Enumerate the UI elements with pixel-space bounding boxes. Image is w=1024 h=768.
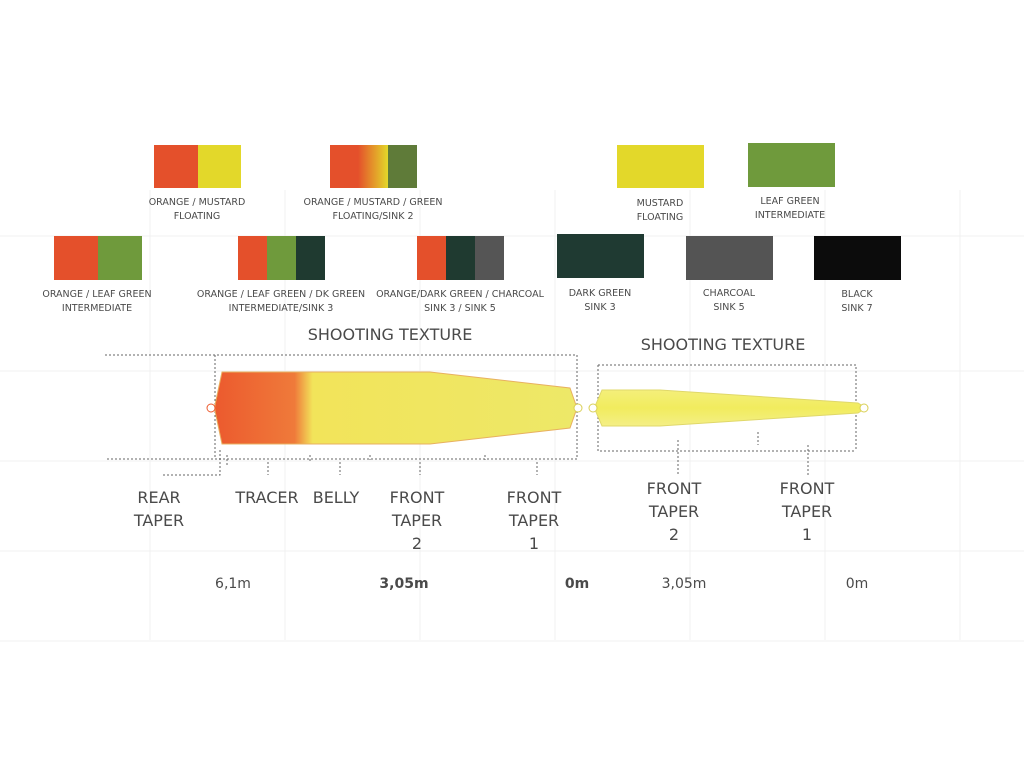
part-label: 1 <box>529 534 539 553</box>
swatch-label: CHARCOAL <box>703 288 756 299</box>
part-label: FRONT <box>507 488 562 507</box>
swatch-label: MUSTARD <box>637 198 684 209</box>
part-label: REAR <box>137 488 180 507</box>
labels: ORANGE / MUSTARD FLOATING ORANGE / MUSTARD… <box>42 196 873 592</box>
part-label: 1 <box>802 525 812 544</box>
part-label: TAPER <box>391 511 442 530</box>
swatch-label: FLOATING <box>174 211 221 222</box>
swatch-label: SINK 3 <box>584 302 615 313</box>
part-label: BELLY <box>313 488 360 507</box>
swatch-label: ORANGE / MUSTARD / GREEN <box>304 197 443 208</box>
swatch-label: INTERMEDIATE <box>755 210 825 221</box>
line-diagrams <box>105 354 869 476</box>
swatches <box>54 143 901 280</box>
swatch-label: SINK 7 <box>841 303 872 314</box>
swatch-label: BLACK <box>841 289 873 300</box>
part-label: TAPER <box>508 511 559 530</box>
part-label: FRONT <box>390 488 445 507</box>
distance-label: 6,1m <box>215 576 251 592</box>
part-label: FRONT <box>780 479 835 498</box>
swatch-label: SINK 5 <box>713 302 744 313</box>
swatch-label: ORANGE / MUSTARD <box>149 197 246 208</box>
swatch-label: LEAF GREEN <box>760 196 819 207</box>
distance-label: 0m <box>565 576 589 592</box>
distance-label: 0m <box>846 576 869 592</box>
swatch-label: DARK GREEN <box>569 288 632 299</box>
swatch-label: FLOATING/SINK 2 <box>333 211 414 222</box>
part-label: 2 <box>412 534 422 553</box>
part-label: TRACER <box>234 488 298 507</box>
part-label: TAPER <box>133 511 184 530</box>
part-label: TAPER <box>781 502 832 521</box>
swatch-label: FLOATING <box>637 212 684 223</box>
swatch-label: ORANGE/DARK GREEN / CHARCOAL <box>376 289 545 300</box>
part-label: 2 <box>669 525 679 544</box>
swatch-label: ORANGE / LEAF GREEN <box>42 289 151 300</box>
section-title: SHOOTING TEXTURE <box>308 325 473 344</box>
distance-label: 3,05m <box>379 576 428 592</box>
swatch-label: SINK 3 / SINK 5 <box>424 303 496 314</box>
section-title: SHOOTING TEXTURE <box>641 335 806 354</box>
swatch-label: ORANGE / LEAF GREEN / DK GREEN <box>197 289 365 300</box>
swatch-label: INTERMEDIATE <box>62 303 132 314</box>
swatch-label: INTERMEDIATE/SINK 3 <box>229 303 334 314</box>
part-label: TAPER <box>648 502 699 521</box>
distance-label: 3,05m <box>662 576 707 592</box>
part-label: FRONT <box>647 479 702 498</box>
